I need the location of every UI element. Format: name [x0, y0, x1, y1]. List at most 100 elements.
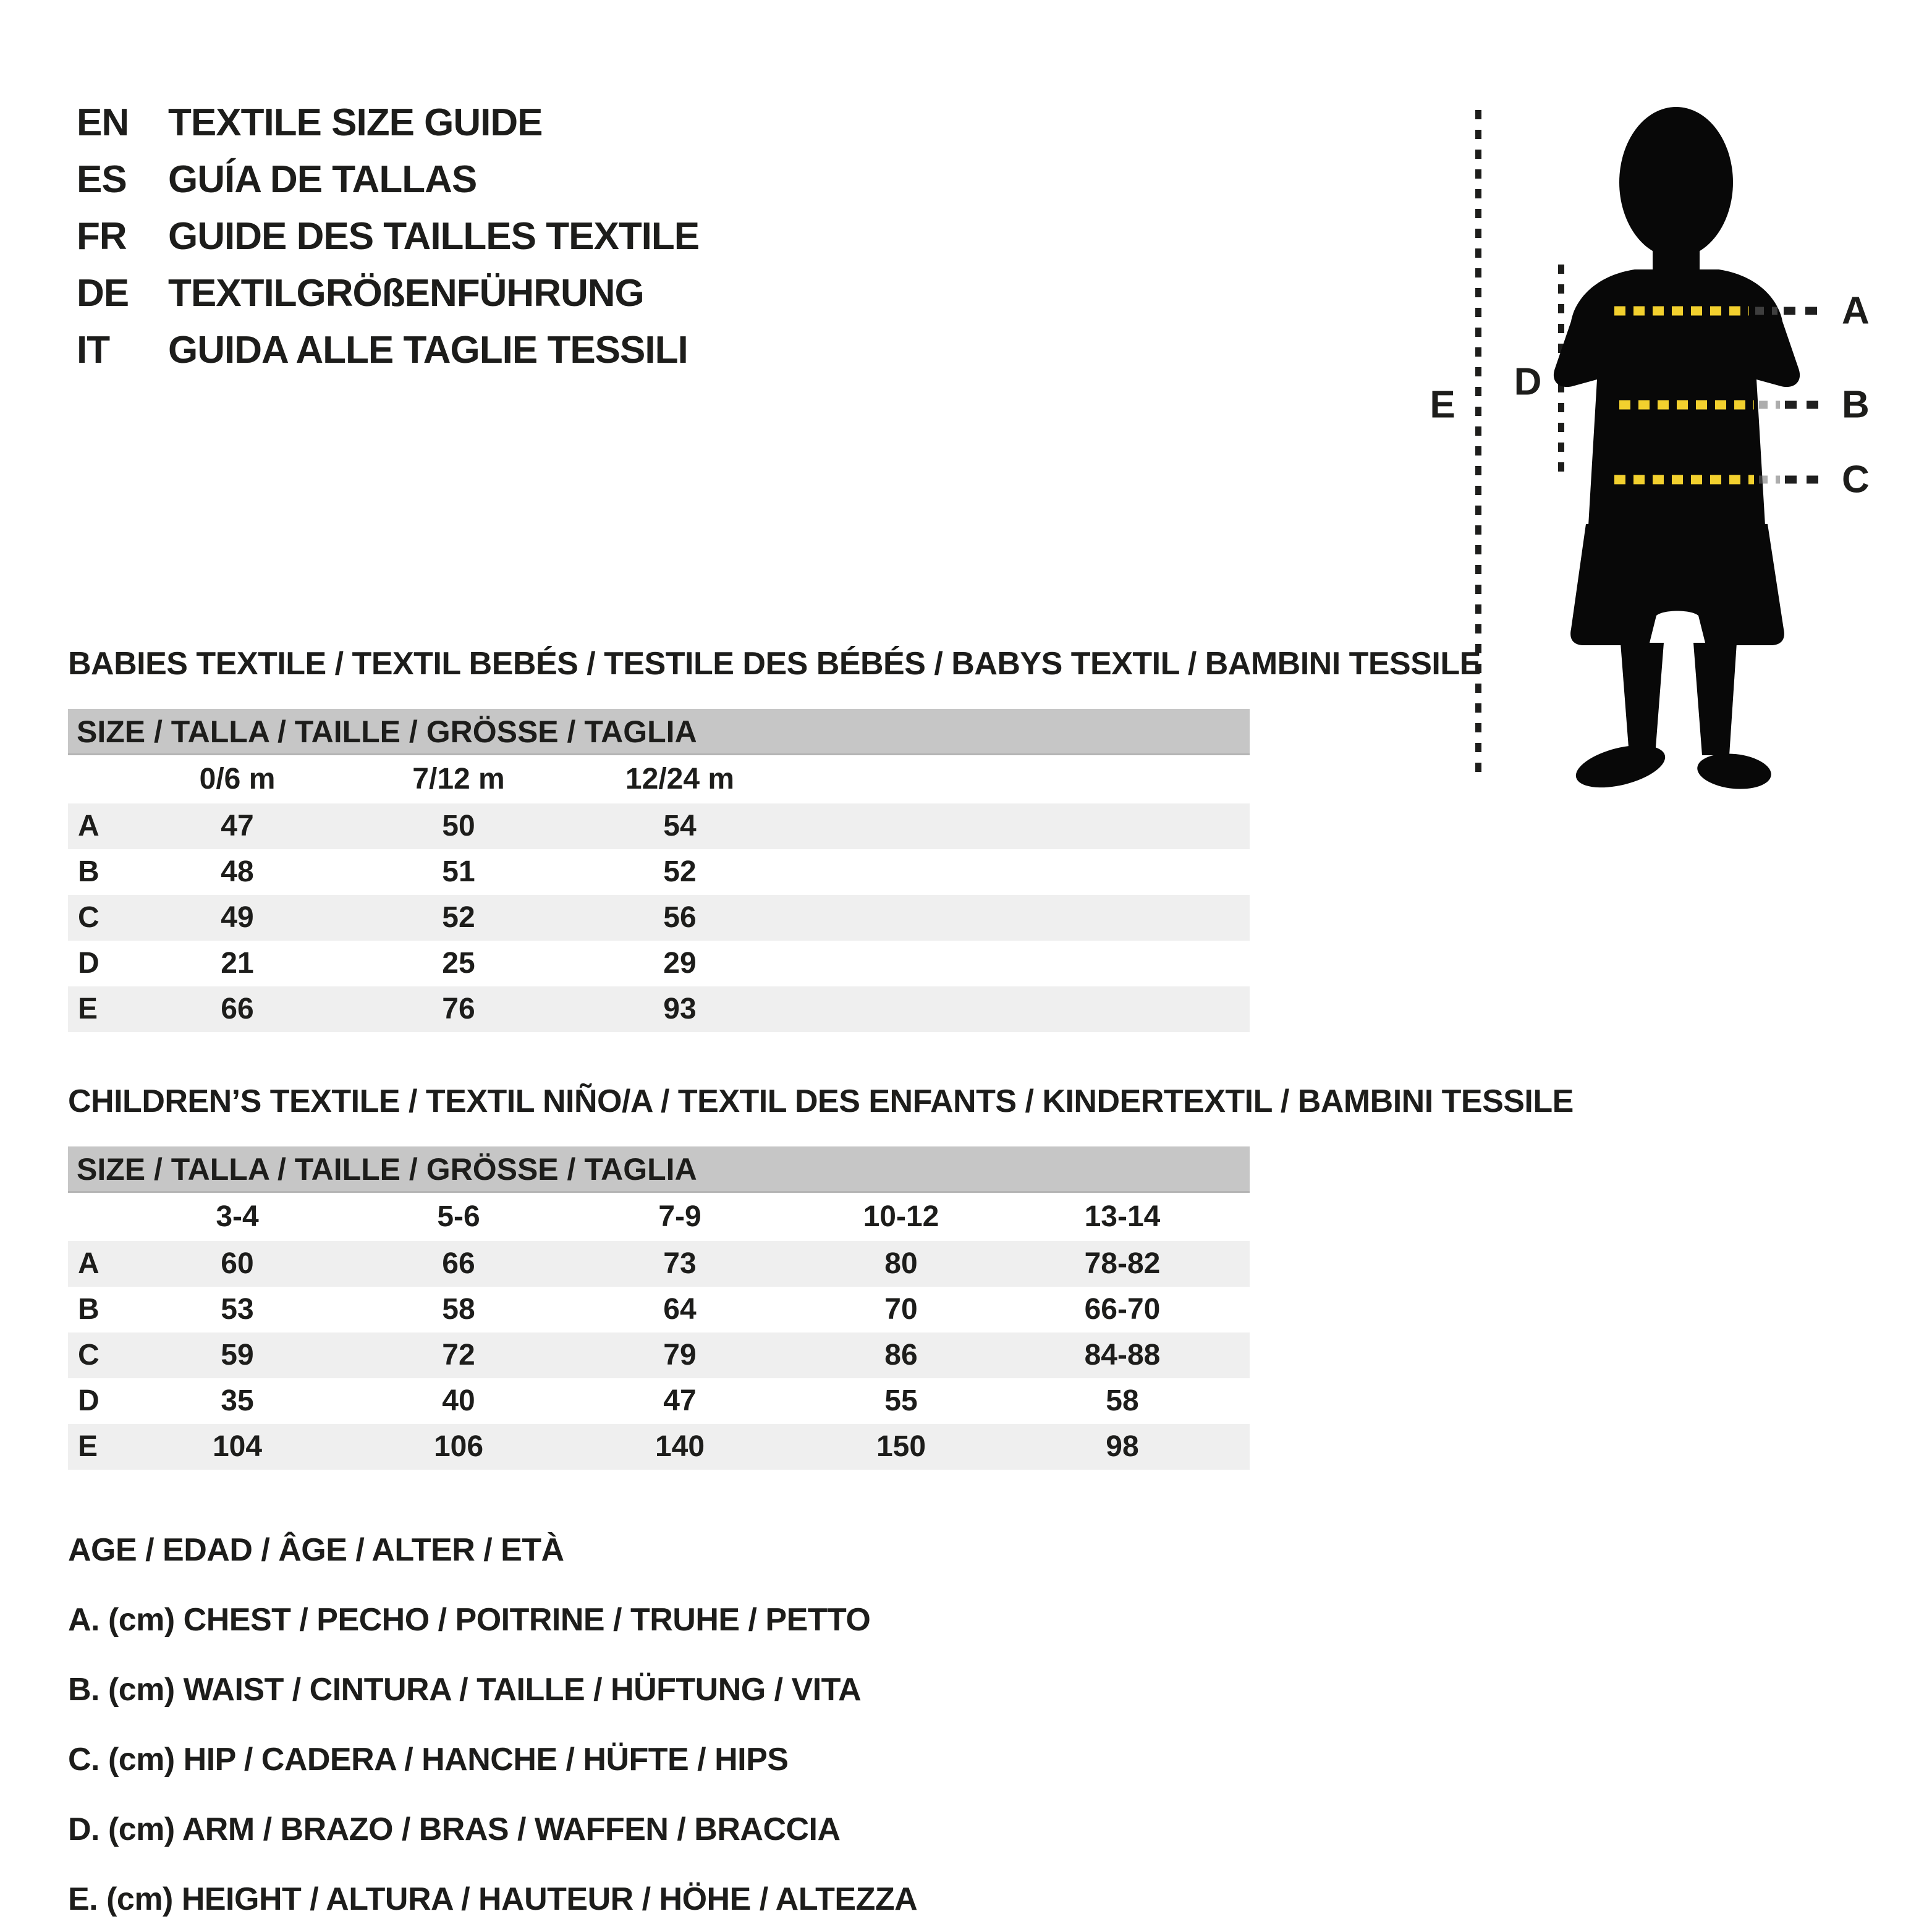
filler-cell [1233, 1287, 1250, 1332]
table-cell: 47 [221, 810, 254, 842]
babies-column-headers: 0/6 m 7/12 m 12/24 m [68, 755, 1250, 803]
filler-cell [1233, 1241, 1250, 1287]
table-row: A 60 66 73 80 78-82 [68, 1241, 1250, 1287]
row-label: D [78, 1384, 100, 1417]
table-cell: 54 [663, 810, 697, 842]
marker-label-b: B [1842, 384, 1870, 426]
table-cell: 106 [433, 1430, 484, 1463]
table-cell: 50 [442, 810, 475, 842]
legend-height: E. (cm) HEIGHT / ALTURA / HAUTEUR / HÖHE… [68, 1881, 918, 1917]
language-code: FR [77, 214, 127, 258]
table-cell: 80 [884, 1247, 918, 1280]
table-cell: 55 [884, 1384, 918, 1417]
table-cell: 140 [655, 1430, 705, 1463]
table-row: C 59 72 79 86 84-88 [68, 1332, 1250, 1378]
table-cell: 86 [884, 1339, 918, 1371]
table-row: C 49 52 56 [68, 895, 1250, 941]
table-cell: 40 [442, 1384, 475, 1417]
language-row-fr: FR GUIDE DES TAILLES TEXTILE [77, 208, 700, 265]
table-cell: 64 [663, 1293, 697, 1326]
table-cell: 79 [663, 1339, 697, 1371]
filler-cell [790, 755, 1250, 803]
table-cell: 29 [663, 947, 697, 980]
filler-cell [1233, 1378, 1250, 1424]
table-row: B 53 58 64 70 66-70 [68, 1287, 1250, 1332]
filler-cell [790, 849, 1250, 895]
table-cell: 93 [663, 993, 697, 1025]
children-col-header: 13-14 [1084, 1200, 1161, 1233]
table-cell: 48 [221, 855, 254, 888]
children-col-header: 10-12 [863, 1200, 939, 1233]
table-cell: 58 [1106, 1384, 1139, 1417]
row-label: E [78, 1430, 98, 1463]
table-cell: 53 [221, 1293, 254, 1326]
table-cell: 72 [442, 1339, 475, 1371]
table-cell: 21 [221, 947, 254, 980]
legend-arm: D. (cm) ARM / BRAZO / BRAS / WAFFEN / BR… [68, 1811, 841, 1847]
table-cell: 66 [442, 1247, 475, 1280]
guide-title-fr: GUIDE DES TAILLES TEXTILE [168, 214, 700, 258]
filler-cell [790, 895, 1250, 941]
filler-cell [790, 941, 1250, 986]
children-section-title: CHILDREN’S TEXTILE / TEXTIL NIÑO/A / TEX… [68, 1083, 1574, 1119]
table-cell: 59 [221, 1339, 254, 1371]
marker-label-e: E [1430, 384, 1455, 426]
guide-title-en: TEXTILE SIZE GUIDE [168, 101, 543, 144]
babies-col-header: 12/24 m [625, 763, 735, 795]
children-col-header: 7-9 [658, 1200, 701, 1233]
table-cell: 70 [884, 1293, 918, 1326]
row-label: C [78, 901, 100, 934]
babies-col-header: 7/12 m [412, 763, 505, 795]
row-label: A [78, 810, 100, 842]
table-cell: 60 [221, 1247, 254, 1280]
table-row: E 66 76 93 [68, 986, 1250, 1032]
babies-textile-section: BABIES TEXTILE / TEXTIL BEBÉS / TESTILE … [68, 645, 1481, 1032]
empty-corner-cell [68, 1193, 127, 1241]
table-cell: 52 [663, 855, 697, 888]
babies-section-title: BABIES TEXTILE / TEXTIL BEBÉS / TESTILE … [68, 646, 1481, 682]
guide-title-es: GUÍA DE TALLAS [168, 158, 477, 201]
table-row: A 47 50 54 [68, 803, 1250, 849]
guide-title-it: GUIDA ALLE TAGLIE TESSILI [168, 328, 688, 371]
silhouette-right-leg [1693, 643, 1737, 755]
silhouette-shorts [1570, 524, 1784, 645]
silhouette-tshirt [1553, 269, 1800, 525]
children-textile-section: CHILDREN’S TEXTILE / TEXTIL NIÑO/A / TEX… [68, 1083, 1574, 1470]
babies-size-header-bar: SIZE / TALLA / TAILLE / GRÖSSE / TAGLIA [68, 709, 1250, 755]
table-cell: 84-88 [1084, 1339, 1161, 1371]
babies-col-header: 0/6 m [199, 763, 276, 795]
table-cell: 25 [442, 947, 475, 980]
empty-corner-cell [68, 755, 127, 803]
row-label: D [78, 947, 100, 980]
silhouette-left-shoe [1575, 745, 1666, 788]
table-cell: 78-82 [1084, 1247, 1161, 1280]
table-cell: 76 [442, 993, 475, 1025]
table-cell: 49 [221, 901, 254, 934]
table-cell: 47 [663, 1384, 697, 1417]
language-row-de: DE TEXTILGRÖßENFÜHRUNG [77, 265, 699, 321]
table-row: B 48 51 52 [68, 849, 1250, 895]
language-code: IT [77, 328, 110, 371]
children-size-header-bar: SIZE / TALLA / TAILLE / GRÖSSE / TAGLIA [68, 1146, 1250, 1193]
table-cell: 35 [221, 1384, 254, 1417]
filler-cell [1233, 1332, 1250, 1378]
filler-cell [1233, 1193, 1250, 1241]
language-title-list: EN TEXTILE SIZE GUIDE ES GUÍA DE TALLAS … [77, 94, 700, 378]
table-cell: 104 [212, 1430, 263, 1463]
row-label: A [78, 1247, 100, 1280]
silhouette-right-shoe [1697, 753, 1771, 789]
measurement-legend: AGE / EDAD / ÂGE / ALTER / ETÀ A. (cm) C… [68, 1515, 918, 1932]
row-label: B [78, 855, 100, 888]
table-cell: 98 [1106, 1430, 1139, 1463]
marker-label-d: D [1514, 361, 1542, 404]
language-code: DE [77, 271, 129, 315]
table-cell: 150 [876, 1430, 926, 1463]
table-cell: 56 [663, 901, 697, 934]
language-code: EN [77, 101, 129, 144]
language-row-en: EN TEXTILE SIZE GUIDE [77, 94, 699, 151]
filler-cell [790, 986, 1250, 1032]
table-cell: 58 [442, 1293, 475, 1326]
table-cell: 66 [221, 993, 254, 1025]
language-code: ES [77, 158, 127, 201]
